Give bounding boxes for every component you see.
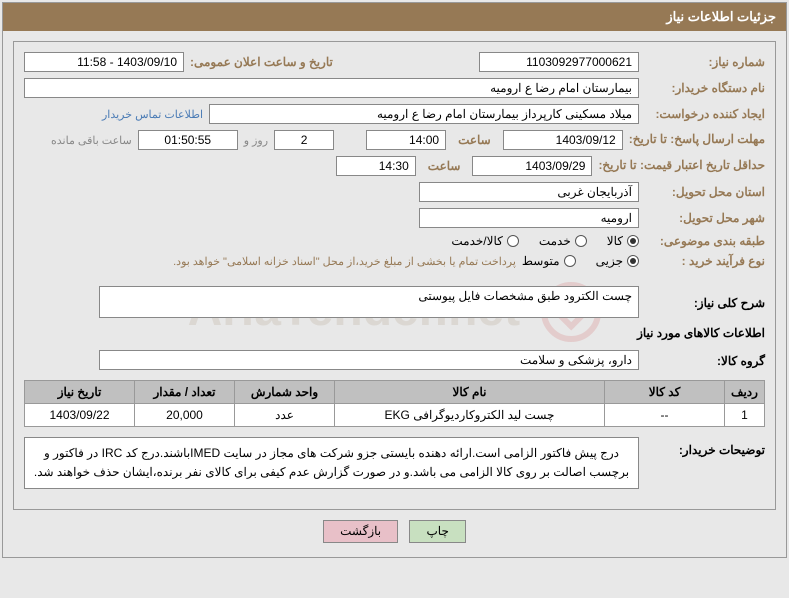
label-goods-info: اطلاعات کالاهای مورد نیاز	[24, 326, 765, 340]
th-qty: تعداد / مقدار	[135, 381, 235, 404]
table-header-row: ردیف کد کالا نام کالا واحد شمارش تعداد /…	[25, 381, 765, 404]
field-deadline-date: 1403/09/12	[503, 130, 623, 150]
row-request-number: شماره نیاز: 1103092977000621 تاریخ و ساع…	[24, 52, 765, 72]
label-validity: حداقل تاریخ اعتبار قیمت: تا تاریخ:	[598, 158, 765, 174]
radio-circle-icon	[507, 235, 519, 247]
field-validity-date: 1403/09/29	[472, 156, 592, 176]
cell-qty: 20,000	[135, 404, 235, 427]
radio-medium[interactable]: متوسط	[522, 254, 576, 268]
cell-date: 1403/09/22	[25, 404, 135, 427]
content-box: AriaTender.net شماره نیاز: 1103092977000…	[13, 41, 776, 510]
radio-service[interactable]: خدمت	[539, 234, 587, 248]
label-goods-group: گروه کالا:	[645, 354, 765, 368]
goods-table: ردیف کد کالا نام کالا واحد شمارش تعداد /…	[24, 380, 765, 427]
field-goods-group: دارو، پزشکی و سلامت	[99, 350, 639, 370]
row-purchase-type: نوع فرآیند خرید : جزیی متوسط پرداخت تمام…	[24, 254, 765, 268]
cell-idx: 1	[725, 404, 765, 427]
field-request-number: 1103092977000621	[479, 52, 639, 72]
field-requester: میلاد مسکینی کارپرداز بیمارستان امام رضا…	[209, 104, 639, 124]
cell-unit: عدد	[235, 404, 335, 427]
label-deadline-hour: ساعت	[458, 133, 491, 147]
field-deadline-remaining: 01:50:55	[138, 130, 238, 150]
field-general-desc: چست الکترود طبق مشخصات فایل پیوستی	[99, 286, 639, 318]
radio-label-minor: جزیی	[596, 254, 623, 268]
radio-label-goods-service: کالا/خدمت	[451, 234, 502, 248]
purchase-type-note: پرداخت تمام یا بخشی از مبلغ خرید،از محل …	[173, 255, 516, 268]
field-deadline-days: 2	[274, 130, 334, 150]
radio-group-purchase-type: جزیی متوسط	[522, 254, 639, 268]
label-deadline: مهلت ارسال پاسخ: تا تاریخ:	[629, 132, 765, 148]
row-goods-group: گروه کالا: دارو، پزشکی و سلامت	[24, 346, 765, 374]
header-bar: جزئیات اطلاعات نیاز	[3, 3, 786, 31]
link-contact-buyer[interactable]: اطلاعات تماس خریدار	[102, 108, 203, 121]
radio-circle-icon	[627, 255, 639, 267]
cell-name: چست لید الکتروکاردیوگرافی EKG	[335, 404, 605, 427]
radio-label-medium: متوسط	[522, 254, 560, 268]
radio-circle-icon	[627, 235, 639, 247]
field-province: آذربایجان غربی	[419, 182, 639, 202]
page-container: جزئیات اطلاعات نیاز AriaTender.net شماره…	[2, 2, 787, 558]
table-row: 1 -- چست لید الکتروکاردیوگرافی EKG عدد 2…	[25, 404, 765, 427]
print-button[interactable]: چاپ	[409, 520, 465, 543]
row-buyer-notes: توضیحات خریدار: درج پیش فاکتور الزامی اس…	[24, 433, 765, 493]
label-validity-hour: ساعت	[428, 159, 461, 173]
radio-goods[interactable]: کالا	[607, 234, 639, 248]
field-deadline-hour: 14:00	[366, 130, 446, 150]
row-province: استان محل تحویل: آذربایجان غربی	[24, 182, 765, 202]
radio-goods-service[interactable]: کالا/خدمت	[451, 234, 518, 248]
back-button[interactable]: بازگشت	[323, 520, 398, 543]
field-announce-date: 1403/09/10 - 11:58	[24, 52, 184, 72]
cell-code: --	[605, 404, 725, 427]
label-announce-date: تاریخ و ساعت اعلان عمومی:	[190, 55, 333, 69]
label-buyer-org: نام دستگاه خریدار:	[645, 81, 765, 95]
radio-circle-icon	[575, 235, 587, 247]
radio-label-goods: کالا	[607, 234, 623, 248]
field-buyer-notes: درج پیش فاکتور الزامی است.ارائه دهنده با…	[24, 437, 639, 489]
header-title: جزئیات اطلاعات نیاز	[666, 9, 776, 24]
content-outer: AriaTender.net شماره نیاز: 1103092977000…	[3, 31, 786, 557]
th-date: تاریخ نیاز	[25, 381, 135, 404]
label-purchase-type: نوع فرآیند خرید :	[645, 254, 765, 268]
th-code: کد کالا	[605, 381, 725, 404]
label-category: طبقه بندی موضوعی:	[645, 234, 765, 248]
button-bar: چاپ بازگشت	[13, 520, 776, 543]
field-validity-hour: 14:30	[336, 156, 416, 176]
row-buyer-org: نام دستگاه خریدار: بیمارستان امام رضا ع …	[24, 78, 765, 98]
radio-circle-icon	[564, 255, 576, 267]
label-buyer-notes: توضیحات خریدار:	[645, 443, 765, 457]
th-unit: واحد شمارش	[235, 381, 335, 404]
row-validity: حداقل تاریخ اعتبار قیمت: تا تاریخ: 1403/…	[24, 156, 765, 176]
row-requester: ایجاد کننده درخواست: میلاد مسکینی کارپرد…	[24, 104, 765, 124]
field-buyer-org: بیمارستان امام رضا ع ارومیه	[24, 78, 639, 98]
row-deadline: مهلت ارسال پاسخ: تا تاریخ: 1403/09/12 سا…	[24, 130, 765, 150]
th-name: نام کالا	[335, 381, 605, 404]
radio-minor[interactable]: جزیی	[596, 254, 639, 268]
radio-group-category: کالا خدمت کالا/خدمت	[451, 234, 639, 248]
label-requester: ایجاد کننده درخواست:	[645, 107, 765, 121]
label-request-number: شماره نیاز:	[645, 55, 765, 69]
label-province: استان محل تحویل:	[645, 185, 765, 199]
field-city: ارومیه	[419, 208, 639, 228]
label-days-and: روز و	[244, 134, 268, 147]
row-city: شهر محل تحویل: ارومیه	[24, 208, 765, 228]
row-general-desc: شرح کلی نیاز: چست الکترود طبق مشخصات فای…	[24, 286, 765, 318]
radio-label-service: خدمت	[539, 234, 571, 248]
label-city: شهر محل تحویل:	[645, 211, 765, 225]
label-general-desc: شرح کلی نیاز:	[645, 296, 765, 310]
label-remaining: ساعت باقی مانده	[51, 134, 132, 147]
th-idx: ردیف	[725, 381, 765, 404]
row-category: طبقه بندی موضوعی: کالا خدمت کالا/خدمت	[24, 234, 765, 248]
